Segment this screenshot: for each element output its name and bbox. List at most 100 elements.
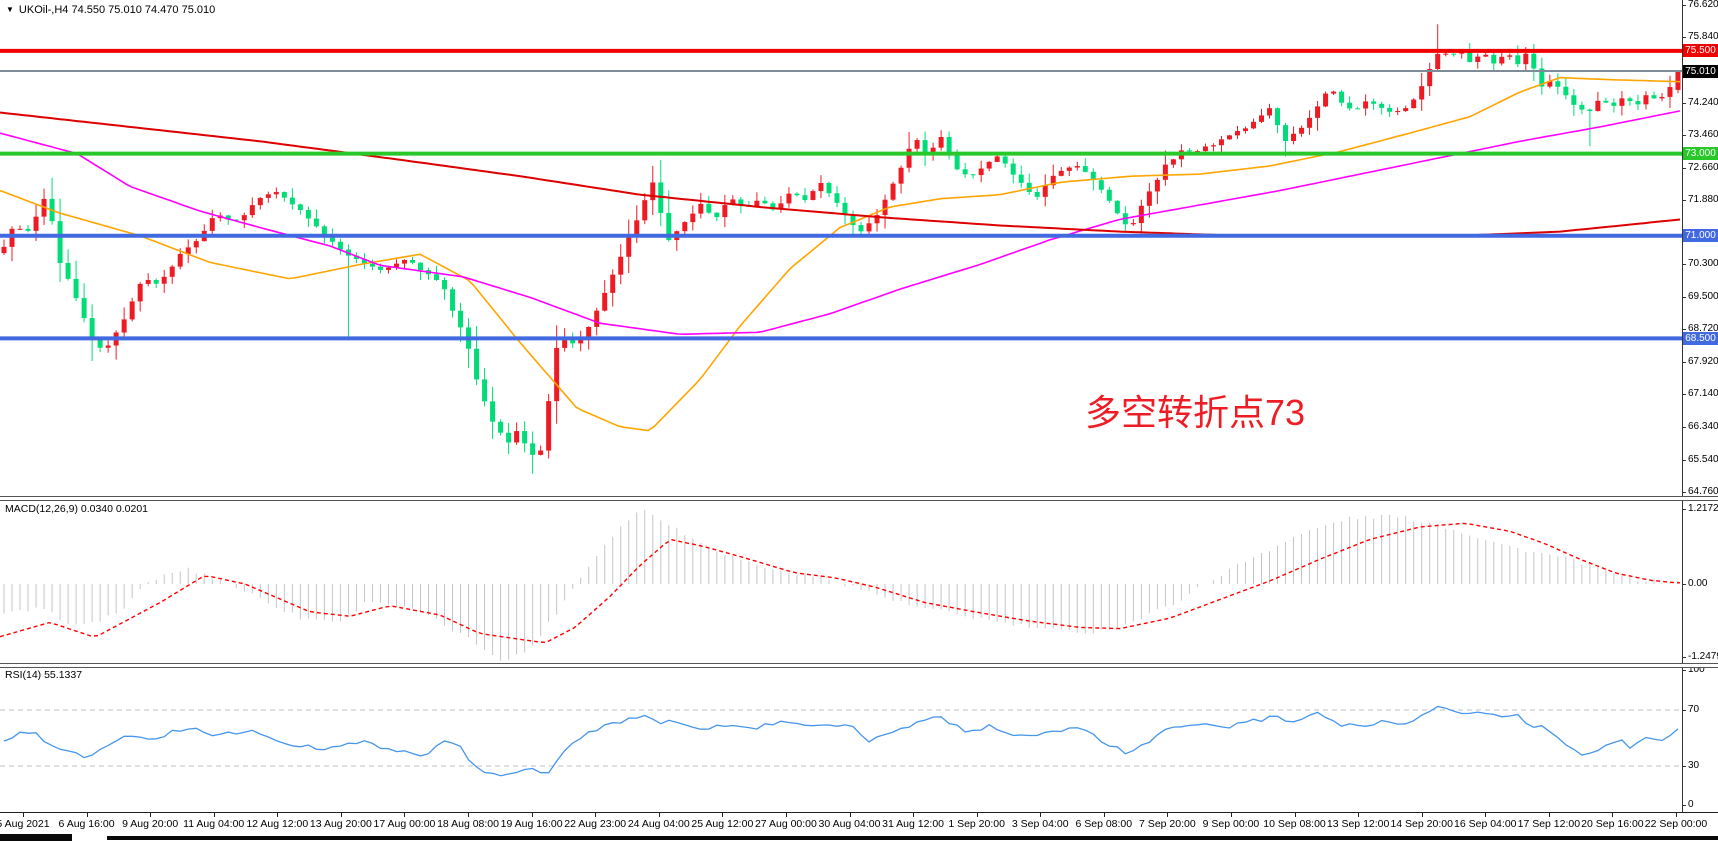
macd-tick	[1682, 657, 1686, 658]
rsi-panel[interactable]	[0, 666, 1682, 810]
macd-signal-line	[0, 522, 1681, 644]
time-axis-label: 3 Sep 04:00	[1011, 818, 1069, 830]
price-axis-label: 76.620	[1688, 0, 1718, 10]
rsi-axis-label: 30	[1688, 760, 1700, 771]
macd-tick	[1682, 584, 1686, 585]
price-axis-label: 73.460	[1688, 129, 1718, 140]
time-tick	[1548, 813, 1550, 817]
time-axis-label: 30 Aug 04:00	[818, 818, 881, 830]
time-tick	[785, 813, 787, 817]
macd-axis-label: 0.00	[1688, 578, 1708, 589]
bottom-window-edge	[0, 834, 1718, 841]
macd-chart[interactable]	[0, 500, 1682, 663]
time-tick	[722, 813, 724, 817]
time-axis-label: 9 Sep 00:00	[1202, 818, 1260, 830]
time-axis-label: 13 Aug 20:00	[309, 818, 372, 830]
price-tick	[1682, 103, 1686, 104]
time-axis-label: 11 Aug 04:00	[183, 818, 245, 830]
price-badge-68.500: 68.500	[1683, 332, 1718, 345]
time-tick	[1421, 813, 1423, 817]
bottom-edge-left	[0, 834, 72, 841]
price-axis-label: 66.340	[1688, 421, 1718, 432]
price-tick	[1682, 200, 1686, 201]
time-tick	[340, 813, 342, 817]
rsi-tick	[1682, 670, 1686, 671]
main-chart-panel[interactable]	[0, 0, 1682, 497]
time-tick	[531, 813, 533, 817]
time-axis-label: 7 Sep 20:00	[1139, 818, 1196, 830]
price-tick	[1682, 168, 1686, 169]
time-axis[interactable]: 5 Aug 2021 6 Aug 16:00 9 Aug 20:00 11 Aug 0…	[0, 812, 1718, 835]
time-tick	[468, 813, 470, 817]
price-axis-label: 72.660	[1688, 162, 1718, 173]
time-axis-label: 18 Aug 08:00	[437, 818, 499, 830]
time-tick	[1167, 813, 1169, 817]
time-tick	[913, 813, 915, 817]
macd-tick	[1682, 509, 1686, 510]
price-axis-label: 74.240	[1688, 97, 1718, 108]
price-tick	[1682, 5, 1686, 6]
rsi-tick	[1682, 805, 1686, 806]
time-axis-label: 14 Sep 20:00	[1390, 818, 1453, 830]
price-tick	[1682, 329, 1686, 330]
macd-panel[interactable]	[0, 500, 1682, 663]
rsi-chart[interactable]	[0, 666, 1682, 810]
rsi-label: RSI(14) 55.1337	[5, 669, 83, 681]
time-axis-label: 24 Aug 04:00	[627, 818, 690, 830]
price-badge-75.500: 75.500	[1683, 44, 1718, 57]
time-tick	[1676, 813, 1677, 817]
rsi-tick	[1682, 766, 1686, 767]
chart-title-text: UKOil-,H4 74.550 75.010 74.470 75.010	[18, 4, 216, 16]
time-axis-label: 6 Aug 16:00	[58, 818, 115, 830]
rsi-panel-separator[interactable]	[0, 663, 1718, 668]
price-axis-label: 67.140	[1688, 388, 1718, 399]
symbol-dropdown-icon[interactable]: ▼	[6, 5, 14, 14]
price-tick	[1682, 427, 1686, 428]
rsi-line	[3, 705, 1679, 777]
time-axis-label: 10 Sep 08:00	[1263, 818, 1326, 830]
time-tick	[849, 813, 851, 817]
rsi-axis-label: 70	[1688, 704, 1700, 715]
time-tick	[658, 813, 660, 817]
time-axis-label: 6 Sep 08:00	[1075, 818, 1133, 830]
macd-axis-label: -1.2479	[1688, 651, 1718, 662]
price-axis-label: 67.920	[1688, 356, 1718, 367]
time-axis-label: 17 Aug 00:00	[373, 818, 436, 830]
price-axis[interactable]	[1682, 0, 1683, 812]
time-axis-label: 16 Sep 04:00	[1454, 818, 1517, 830]
price-tick	[1682, 362, 1686, 363]
macd-panel-separator[interactable]	[0, 496, 1718, 501]
price-badge-71.000: 71.000	[1683, 229, 1718, 242]
time-axis-label: 1 Sep 20:00	[948, 818, 1005, 830]
time-tick	[595, 813, 597, 817]
price-axis-label: 64.760	[1688, 486, 1718, 497]
time-axis-label: 17 Sep 12:00	[1517, 818, 1581, 830]
price-axis-label: 65.540	[1688, 454, 1718, 465]
rsi-axis-label: 100	[1688, 664, 1705, 675]
time-axis-label: 22 Sep 00:00	[1644, 818, 1708, 830]
time-tick	[23, 813, 24, 817]
time-axis-label: 20 Sep 16:00	[1581, 818, 1644, 830]
time-tick	[1230, 813, 1232, 817]
price-axis-label: 69.500	[1688, 291, 1718, 302]
time-axis-label: 25 Aug 12:00	[691, 818, 754, 830]
time-tick	[150, 813, 152, 817]
price-tick	[1682, 492, 1686, 493]
time-tick	[277, 813, 279, 817]
price-tick	[1682, 297, 1686, 298]
price-tick	[1682, 460, 1686, 461]
candlestick-chart[interactable]	[0, 0, 1682, 497]
chart-title: ▼ UKOil-,H4 74.550 75.010 74.470 75.010	[6, 4, 215, 16]
time-axis-label: 22 Aug 23:00	[564, 818, 627, 830]
price-axis-label: 75.840	[1688, 31, 1718, 42]
ma-slow-red	[0, 111, 1681, 238]
macd-label: MACD(12,26,9) 0.0340 0.0201	[5, 503, 149, 515]
time-tick	[404, 813, 406, 817]
time-axis-label: 27 Aug 00:00	[754, 818, 817, 830]
time-axis-label: 19 Aug 16:00	[500, 818, 563, 830]
price-badge-73.000: 73.000	[1683, 147, 1718, 160]
time-axis-label: 5 Aug 2021	[0, 818, 50, 830]
time-tick	[1294, 813, 1296, 817]
time-tick	[1103, 813, 1105, 817]
